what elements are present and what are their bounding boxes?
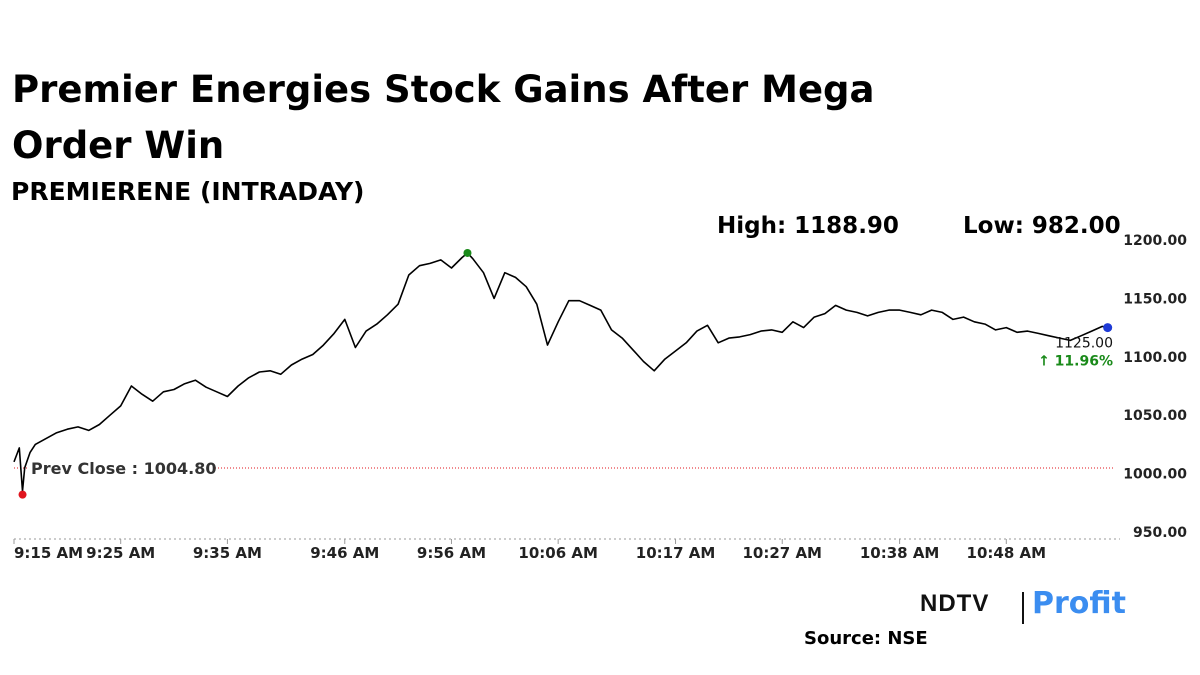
x-tick-label: 9:25 AM (86, 544, 155, 562)
source-label: Source: NSE (804, 628, 928, 649)
change-percent-label: ↑ 11.96% (1038, 354, 1113, 370)
chart-title: Premier Energies Stock Gains After Mega … (12, 68, 875, 167)
x-tick-label: 10:38 AM (860, 544, 940, 562)
last-price-marker (1103, 323, 1113, 333)
brand-profit-text: Profit (1032, 586, 1126, 621)
brand-ndtv-text: NDTV (920, 590, 990, 617)
brand-logo: NDTV Profit (920, 586, 1130, 630)
y-tick-label: 1000.00 (1123, 467, 1187, 483)
high-marker (463, 248, 472, 257)
x-tick-label: 9:35 AM (193, 544, 262, 562)
y-tick-label: 1200.00 (1123, 233, 1187, 249)
chart-subtitle: PREMIERENE (INTRADAY) (11, 177, 365, 206)
prev-close-label: Prev Close : 1004.80 (31, 459, 216, 478)
low-label: Low: 982.00 (963, 213, 1121, 239)
x-tick-label: 10:06 AM (518, 544, 598, 562)
x-tick-label: 10:27 AM (742, 544, 822, 562)
y-tick-label: 1050.00 (1123, 408, 1187, 424)
x-tick-label: 9:56 AM (417, 544, 486, 562)
y-tick-label: 1100.00 (1123, 350, 1187, 366)
brand-divider (1022, 592, 1024, 624)
price-line (13, 252, 1108, 492)
x-tick-label: 10:48 AM (967, 544, 1047, 562)
y-tick-label: 1150.00 (1123, 291, 1187, 307)
high-label: High: 1188.90 (717, 213, 899, 239)
low-marker (18, 490, 27, 499)
x-tick-label: 9:46 AM (310, 544, 379, 562)
last-price-label: 1125.00 (1055, 336, 1113, 352)
y-tick-label: 950.00 (1133, 525, 1187, 541)
x-tick-label: 9:15 AM (14, 544, 83, 562)
x-tick-label: 10:17 AM (636, 544, 716, 562)
